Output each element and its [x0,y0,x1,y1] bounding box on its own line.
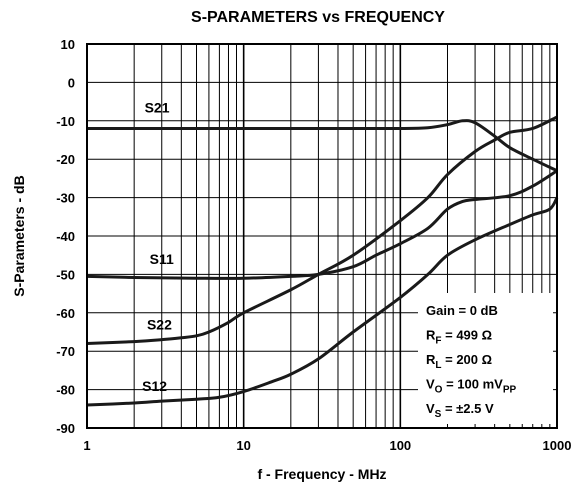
y-tick-labels: 10 0 -10 -20 -30 -40 -50 -60 -70 -80 -90 [56,37,75,436]
curve-label-s12: S12 [142,378,167,394]
x-tick-label: 1 [83,438,90,453]
curve-label-s11: S11 [150,251,174,267]
series-line-s21 [87,119,558,173]
condition-line: VO = 100 mVPP [426,377,516,396]
y-tick-label: -90 [56,421,75,436]
y-tick-label: -70 [56,344,75,359]
curve-labels: S21 S11 S22 S12 [142,99,174,393]
y-tick-label: 0 [68,75,75,90]
x-axis-label: f - Frequency - MHz [257,466,386,482]
series-line-s12 [86,196,559,407]
series-line-s11 [86,169,558,280]
x-tick-label: 1000 [543,438,572,453]
y-tick-label: -10 [56,114,75,129]
y-tick-label: -50 [56,267,75,282]
y-tick-label: -30 [56,191,75,206]
curve-label-s21: S21 [145,99,170,115]
series-line-s22 [86,115,558,346]
x-tick-label: 10 [236,438,250,453]
y-tick-label: -40 [56,229,75,244]
plot-frame [86,43,558,429]
chart-title: S-PARAMETERS vs FREQUENCY [191,9,445,26]
y-tick-label: -20 [56,152,75,167]
condition-line: VS = ±2.5 V [426,401,494,420]
x-tick-labels: 1 10 100 1000 [83,438,571,453]
curves [86,115,559,407]
x-tick-label: 100 [389,438,411,453]
condition-line: RF = 499 Ω [426,328,492,347]
y-tick-label: -60 [56,306,75,321]
curve-label-s22: S22 [147,316,172,332]
conditions-box: Gain = 0 dB RF = 499 Ω RL = 200 Ω VO = 100 … [418,293,553,424]
condition-line: RL = 200 Ω [426,352,492,371]
y-tick-label: 10 [61,37,75,52]
y-tick-label: -80 [56,383,75,398]
condition-line: Gain = 0 dB [426,303,498,318]
conditions-background [418,293,553,424]
y-axis-label: S-Parameters - dB [11,175,27,296]
